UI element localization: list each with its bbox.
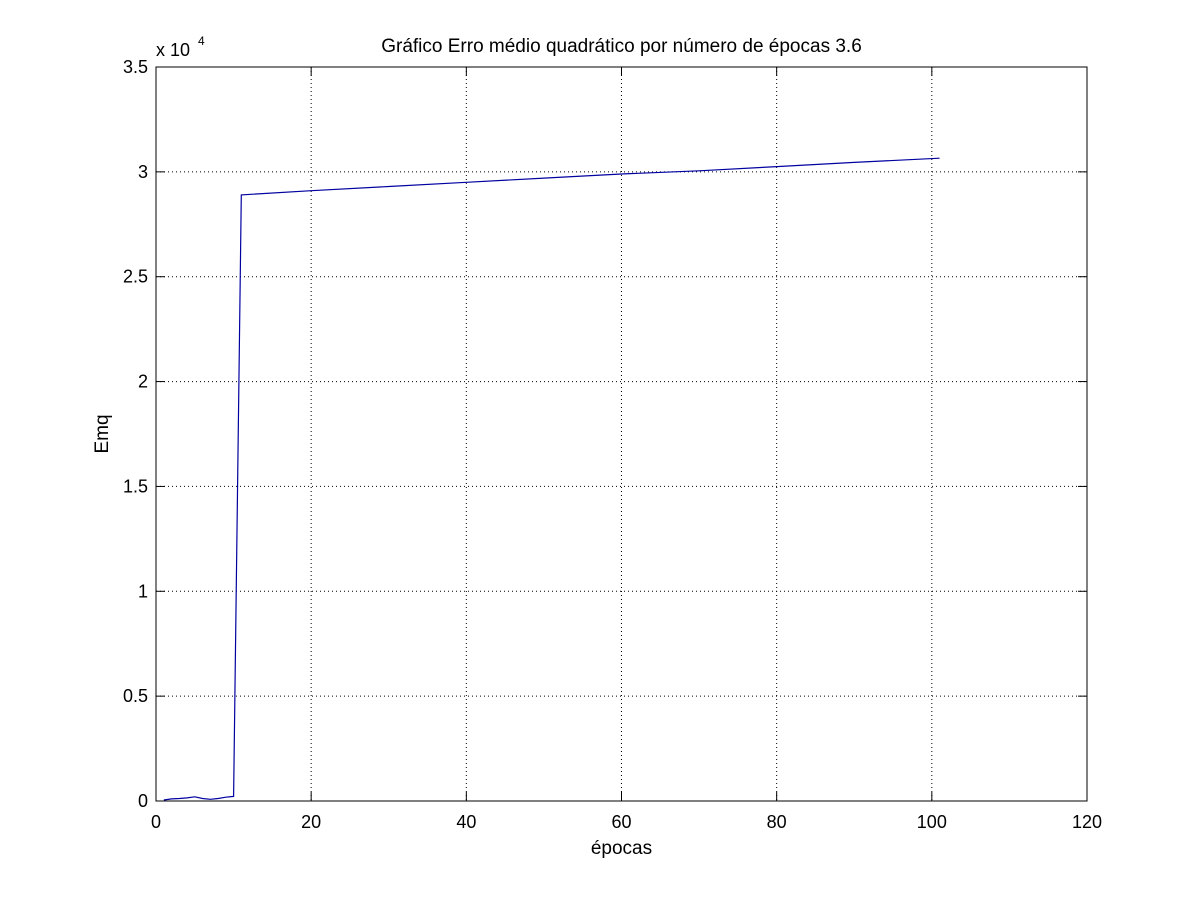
y-tick-label: 1.5 xyxy=(123,476,148,496)
y-axis-exponent-base: x 10 xyxy=(156,40,190,60)
series-line xyxy=(163,157,940,801)
x-tick-label: 60 xyxy=(611,812,631,832)
y-axis-title: Emq xyxy=(92,414,113,453)
tick-labels: 0 20 40 60 80 100 120 0 0.5 1 1.5 2 2.5 3 3.5 xyxy=(123,57,1102,832)
x-tick-label: 0 xyxy=(151,812,161,832)
y-tick-label: 2 xyxy=(138,372,148,392)
x-tick-label: 80 xyxy=(767,812,787,832)
y-tick-label: 3.5 xyxy=(123,57,148,77)
y-axis-exponent: x 10 4 xyxy=(156,34,205,60)
y-tick-label: 0.5 xyxy=(123,686,148,706)
x-tick-label: 40 xyxy=(456,812,476,832)
series-layer xyxy=(163,157,940,801)
ticks xyxy=(155,66,1088,802)
y-tick-label: 2.5 xyxy=(123,267,148,287)
y-tick-label: 1 xyxy=(138,581,148,601)
chart-title: Gráfico Erro médio quadrático por número… xyxy=(381,36,862,57)
x-tick-label: 100 xyxy=(917,812,947,832)
x-tick-label: 120 xyxy=(1072,812,1102,832)
y-tick-label: 0 xyxy=(138,791,148,811)
y-tick-label: 3 xyxy=(138,162,148,182)
x-axis-title: épocas xyxy=(591,838,652,859)
plot-area xyxy=(156,67,1087,801)
x-tick-label: 20 xyxy=(301,812,321,832)
y-axis-exponent-power: 4 xyxy=(198,34,205,48)
